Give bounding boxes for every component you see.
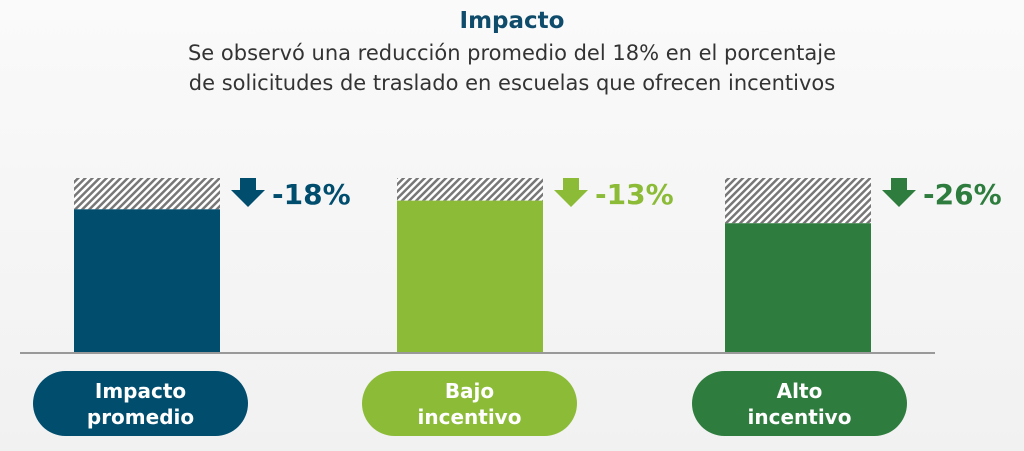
category-pill-impacto-promedio: Impacto promedio bbox=[33, 371, 248, 436]
bar bbox=[397, 200, 543, 352]
bar bbox=[74, 209, 220, 352]
baseline-hatch bbox=[725, 178, 871, 224]
category-pill-alto-incentivo: Alto incentivo bbox=[692, 371, 907, 436]
subtitle-line-2: de solicitudes de traslado en escuelas q… bbox=[188, 71, 836, 95]
bar-change-label: -26% bbox=[923, 178, 1002, 211]
baseline-hatch bbox=[74, 178, 220, 210]
bar-change-label: -18% bbox=[272, 178, 351, 211]
arrow-down-icon bbox=[231, 178, 265, 207]
arrow-down-icon bbox=[554, 178, 588, 207]
arrow-down-icon bbox=[882, 178, 916, 207]
chart-subtitle: Se observó una reducción promedio del 18… bbox=[0, 38, 1024, 98]
category-pill-bajo-incentivo: Bajo incentivo bbox=[362, 371, 577, 436]
bar-change-label: -13% bbox=[595, 178, 674, 211]
chart-title: Impacto bbox=[459, 8, 565, 34]
subtitle-line-1: Se observó una reducción promedio del 18… bbox=[187, 41, 837, 65]
baseline-hatch bbox=[397, 178, 543, 201]
bar bbox=[725, 223, 871, 352]
